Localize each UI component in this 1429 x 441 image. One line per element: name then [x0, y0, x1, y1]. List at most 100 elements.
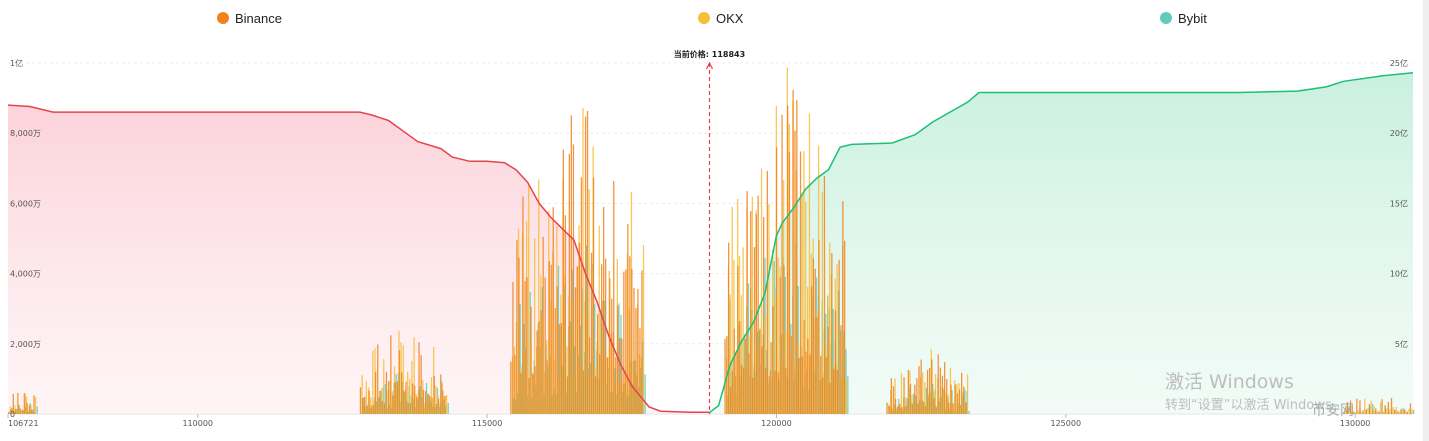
- bybit-bar: [557, 265, 560, 414]
- binance-bar: [375, 371, 377, 414]
- binance-bar: [961, 372, 963, 414]
- binance-bar: [433, 375, 435, 414]
- binance-bar: [556, 286, 558, 414]
- binance-bar: [582, 370, 585, 414]
- binance-bar: [810, 286, 813, 414]
- binance-bar: [1362, 410, 1364, 414]
- binance-bar: [770, 342, 772, 414]
- scrollbar-track[interactable]: [1423, 0, 1429, 441]
- binance-bar: [512, 281, 514, 414]
- okx-bar: [1405, 410, 1407, 414]
- binance-bar: [609, 278, 611, 414]
- binance-bar: [796, 100, 798, 414]
- okx-bar: [900, 372, 903, 414]
- bybit-bar: [447, 403, 449, 414]
- binance-bar: [842, 201, 844, 414]
- binance-bar: [440, 374, 442, 414]
- binance-bar: [899, 403, 901, 414]
- binance-bar: [424, 390, 427, 414]
- binance-bar: [437, 398, 440, 414]
- binance-bar: [546, 360, 548, 414]
- binance-bar: [359, 387, 362, 414]
- binance-bar: [584, 116, 587, 414]
- binance-bar: [409, 403, 411, 414]
- binance-bar: [929, 368, 931, 414]
- binance-bar: [381, 401, 383, 414]
- binance-bar: [623, 271, 625, 414]
- binance-bar: [742, 367, 745, 414]
- okx-bar: [16, 410, 18, 414]
- binance-bar: [396, 381, 398, 414]
- bybit-bar: [1413, 410, 1415, 414]
- binance-bar: [764, 367, 767, 414]
- binance-bar: [625, 269, 627, 414]
- binance-bar: [956, 393, 958, 414]
- binance-bar: [901, 407, 903, 414]
- binance-bar: [578, 242, 581, 414]
- binance-bar: [768, 376, 770, 414]
- okx-bar: [905, 397, 907, 414]
- binance-bar: [907, 370, 909, 414]
- binance-bar: [744, 338, 746, 414]
- binance-bar: [731, 371, 733, 414]
- binance-bar: [1397, 411, 1399, 414]
- okx-bar: [1408, 408, 1410, 414]
- binance-bar: [510, 361, 512, 414]
- bybit-bar: [11, 407, 13, 414]
- binance-bar: [564, 215, 566, 414]
- binance-bar: [544, 277, 546, 414]
- binance-bar: [728, 242, 730, 414]
- okx-bar: [966, 374, 969, 414]
- okx-bar: [1411, 409, 1413, 414]
- okx-bar: [1373, 406, 1375, 414]
- binance-bar: [12, 393, 14, 414]
- binance-bar: [514, 355, 516, 414]
- binance-bar: [639, 328, 641, 414]
- binance-bar: [963, 386, 965, 414]
- okx-bar: [372, 350, 374, 414]
- binance-bar: [933, 397, 935, 414]
- binance-bar: [914, 384, 916, 414]
- okx-bar: [1395, 406, 1397, 414]
- binance-bar: [536, 330, 538, 414]
- binance-bar: [1349, 400, 1352, 414]
- binance-bar: [950, 384, 952, 414]
- binance-bar: [518, 257, 520, 414]
- binance-bar: [407, 402, 409, 414]
- okx-bar: [642, 244, 645, 414]
- binance-bar: [588, 337, 591, 414]
- binance-bar: [574, 287, 577, 414]
- binance-bar: [444, 395, 446, 414]
- binance-bar: [528, 378, 530, 414]
- okx-bar: [18, 405, 21, 414]
- bybit-bar: [644, 374, 646, 414]
- binance-bar: [599, 354, 601, 414]
- binance-bar: [1356, 398, 1358, 414]
- binance-bar: [403, 390, 405, 414]
- binance-bar: [1406, 411, 1408, 414]
- binance-bar: [890, 378, 892, 414]
- binance-bar: [733, 328, 735, 414]
- binance-bar: [414, 385, 416, 414]
- okx-bar: [1351, 406, 1353, 414]
- legend-item-binance[interactable]: Binance: [217, 9, 282, 27]
- okx-bar: [768, 204, 770, 414]
- binance-bar: [829, 382, 831, 414]
- binance-bar: [834, 310, 837, 414]
- binance-bar: [844, 240, 846, 414]
- okx-bar: [1348, 405, 1350, 414]
- legend-item-bybit[interactable]: Bybit: [1160, 9, 1207, 27]
- binance-bar: [420, 355, 422, 414]
- binance-bar: [568, 153, 570, 414]
- bybit-bar: [898, 398, 900, 414]
- right-tick-label: 10亿: [1390, 269, 1408, 279]
- binance-bar: [390, 335, 392, 414]
- okx-bar: [598, 226, 600, 414]
- binance-bar: [629, 256, 631, 414]
- binance-bar: [422, 389, 424, 414]
- okx-bar: [1379, 402, 1382, 414]
- legend-label: Bybit: [1178, 10, 1207, 26]
- legend-item-okx[interactable]: OKX: [698, 9, 743, 27]
- left-tick-label: 2,000万: [10, 340, 41, 349]
- binance-bar: [1375, 408, 1377, 414]
